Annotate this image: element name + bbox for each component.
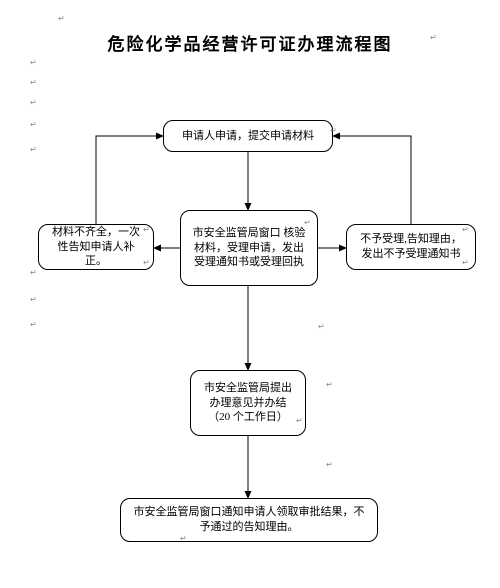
paragraph-mark-icon: ↵ <box>30 78 37 87</box>
paragraph-mark-icon: ↵ <box>30 120 37 129</box>
paragraph-mark-icon: ↵ <box>143 258 150 267</box>
paragraph-mark-icon: ↵ <box>143 225 150 234</box>
flow-node-n1: 申请人申请，提交申请材料 <box>163 120 333 152</box>
paragraph-mark-icon: ↵ <box>30 98 37 107</box>
paragraph-mark-icon: ↵ <box>296 416 303 425</box>
flow-node-n2: 市安全监管局窗口 核验材料，受理申请，发出受理通知书或受理回执 <box>180 210 318 286</box>
paragraph-mark-icon: ↵ <box>30 295 37 304</box>
flow-node-n4: 不予受理,告知理由，发出不予受理通知书 <box>346 224 476 270</box>
paragraph-mark-icon: ↵ <box>430 33 437 42</box>
paragraph-mark-icon: ↵ <box>304 218 311 227</box>
paragraph-mark-icon: ↵ <box>326 380 333 389</box>
paragraph-mark-icon: ↵ <box>462 258 469 267</box>
paragraph-mark-icon: ↵ <box>58 14 65 23</box>
paragraph-mark-icon: ↵ <box>30 58 37 67</box>
edge-n4-n1 <box>333 136 411 224</box>
paragraph-mark-icon: ↵ <box>30 145 37 154</box>
paragraph-mark-icon: ↵ <box>462 225 469 234</box>
flow-node-n5: 市安全监管局提出办理意见并办结（20 个工作日） <box>190 370 306 436</box>
paragraph-mark-icon: ↵ <box>326 460 333 469</box>
flow-node-n6: 市安全监管局窗口通知申请人领取审批结果，不予通过的告知理由。 <box>120 498 378 542</box>
edge-n3-n1 <box>96 136 163 224</box>
page-title: 危险化学品经营许可证办理流程图 <box>0 30 500 55</box>
paragraph-mark-icon: ↵ <box>318 322 325 331</box>
flow-node-n3: 材料不齐全，一次性告知申请人补正。 <box>38 224 154 270</box>
paragraph-mark-icon: ↵ <box>30 320 37 329</box>
paragraph-mark-icon: ↵ <box>330 126 337 135</box>
paragraph-mark-icon: ↵ <box>30 268 37 277</box>
paragraph-mark-icon: ↵ <box>180 534 187 543</box>
